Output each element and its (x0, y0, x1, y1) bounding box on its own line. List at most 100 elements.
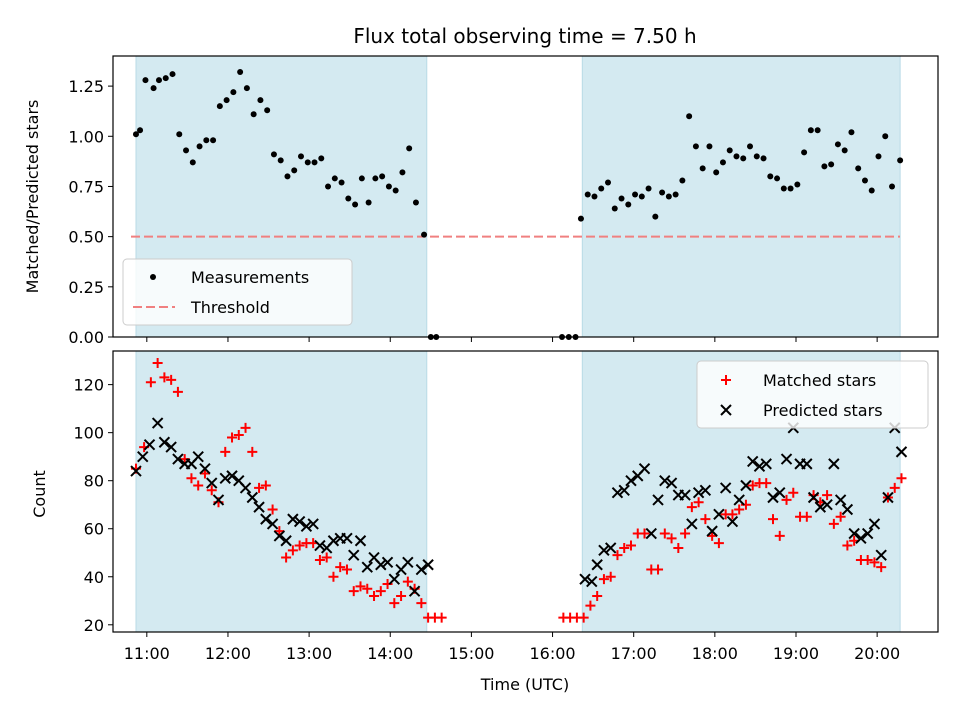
measurement-point (834, 141, 841, 148)
measurement-point (605, 179, 611, 186)
matched-stars-point (578, 612, 589, 623)
matched-stars-point (355, 581, 366, 592)
measurement-point (897, 157, 904, 164)
measurement-point (577, 215, 584, 222)
bottom-y-axis-label: Count (30, 470, 49, 518)
matched-stars-point (328, 571, 339, 582)
measurement-point (801, 149, 808, 156)
matched-stars-point (828, 518, 839, 529)
predicted-stars-point (774, 486, 786, 499)
measurement-point (753, 153, 760, 160)
measurement-point (243, 85, 250, 92)
y-tick-label: 1.25 (68, 77, 104, 96)
matched-stars-point (801, 511, 812, 522)
predicted-stars-point (273, 530, 286, 542)
predicted-stars-point (679, 489, 691, 501)
matched-stars-point (375, 586, 386, 597)
predicted-stars-point (130, 465, 142, 477)
matched-stars-point (639, 528, 650, 539)
measurement-point (645, 185, 652, 192)
measurement-point (713, 169, 720, 176)
x-tick-label: 13:00 (286, 644, 332, 663)
predicted-stars-point (381, 556, 394, 569)
legend-matched-label: Matched stars (763, 371, 876, 390)
matched-stars-point (653, 564, 664, 575)
matched-stars-point (247, 446, 258, 457)
y-tick-label: 0.00 (68, 328, 104, 347)
predicted-stars-point (341, 532, 353, 545)
measurement-point (828, 161, 835, 168)
measurement-point (137, 127, 144, 134)
measurement-point (882, 133, 889, 140)
predicted-stars-point (767, 491, 779, 504)
predicted-stars-point (199, 462, 211, 475)
predicted-stars-point (348, 549, 360, 561)
measurement-point (311, 159, 318, 166)
y-tick-label: 80 (84, 472, 104, 491)
measurement-point (338, 179, 345, 186)
x-tick-label: 14:00 (367, 644, 413, 663)
measurement-point (686, 113, 693, 120)
measurement-point (814, 127, 821, 134)
matched-stars-point (686, 502, 697, 513)
predicted-stars-point (158, 436, 171, 448)
measurement-point (699, 165, 706, 172)
predicted-stars-point (611, 486, 624, 499)
predicted-stars-point (354, 535, 367, 547)
measurement-point (855, 165, 862, 172)
predicted-stars-point (855, 532, 867, 545)
matched-stars-point (294, 540, 305, 551)
predicted-stars-point (686, 518, 698, 530)
predicted-stars-point (151, 417, 164, 429)
y-tick-label: 120 (73, 376, 104, 395)
measurement-point (598, 185, 605, 192)
legend-predicted-label: Predicted stars (763, 401, 883, 420)
measurement-point (277, 157, 284, 164)
measurement-point (189, 159, 196, 166)
measurement-point (794, 181, 801, 188)
x-tick-label: 20:00 (854, 644, 900, 663)
matched-stars-point (348, 586, 359, 597)
measurement-point (726, 147, 733, 154)
predicted-stars-point (408, 585, 421, 597)
predicted-stars-point (848, 527, 860, 540)
x-tick-label: 11:00 (124, 644, 170, 663)
matched-stars-point (700, 514, 711, 525)
matched-stars-point (747, 480, 758, 491)
measurement-point (392, 187, 399, 194)
x-tick-label: 17:00 (611, 644, 657, 663)
measurement-point (365, 199, 372, 206)
measurement-point (372, 175, 379, 182)
matched-stars-point (768, 514, 778, 525)
predicted-stars-point (659, 474, 671, 487)
predicted-stars-point (807, 491, 820, 504)
measurement-point (270, 151, 277, 158)
predicted-stars-point (226, 470, 238, 482)
matched-stars-point (362, 583, 373, 594)
legend-box (122, 258, 353, 326)
measurement-point (733, 153, 740, 160)
predicted-stars-point (266, 518, 279, 530)
matched-stars-point (335, 562, 346, 573)
measurement-point (169, 71, 176, 78)
measurement-point (611, 205, 618, 212)
matched-stars-point (152, 358, 163, 369)
measurement-point (861, 177, 868, 184)
matched-stars-point (287, 545, 298, 556)
measurement-point (848, 129, 855, 136)
matched-stars-point (321, 552, 332, 563)
matched-stars-point (774, 530, 785, 541)
predicted-stars-point (841, 503, 854, 516)
measurement-point (385, 183, 392, 190)
matched-stars-point (314, 554, 325, 565)
y-tick-label: 100 (73, 424, 104, 443)
matched-stars-point (788, 487, 799, 498)
x-tick-label: 16:00 (529, 644, 575, 663)
predicted-stars-point (780, 453, 793, 465)
measurement-point (331, 175, 338, 182)
y-tick-label: 0.50 (68, 228, 104, 247)
matched-stars-point (781, 494, 792, 505)
measurement-point (652, 213, 659, 220)
matched-stars-point (822, 490, 833, 501)
matched-stars-point (206, 485, 217, 496)
